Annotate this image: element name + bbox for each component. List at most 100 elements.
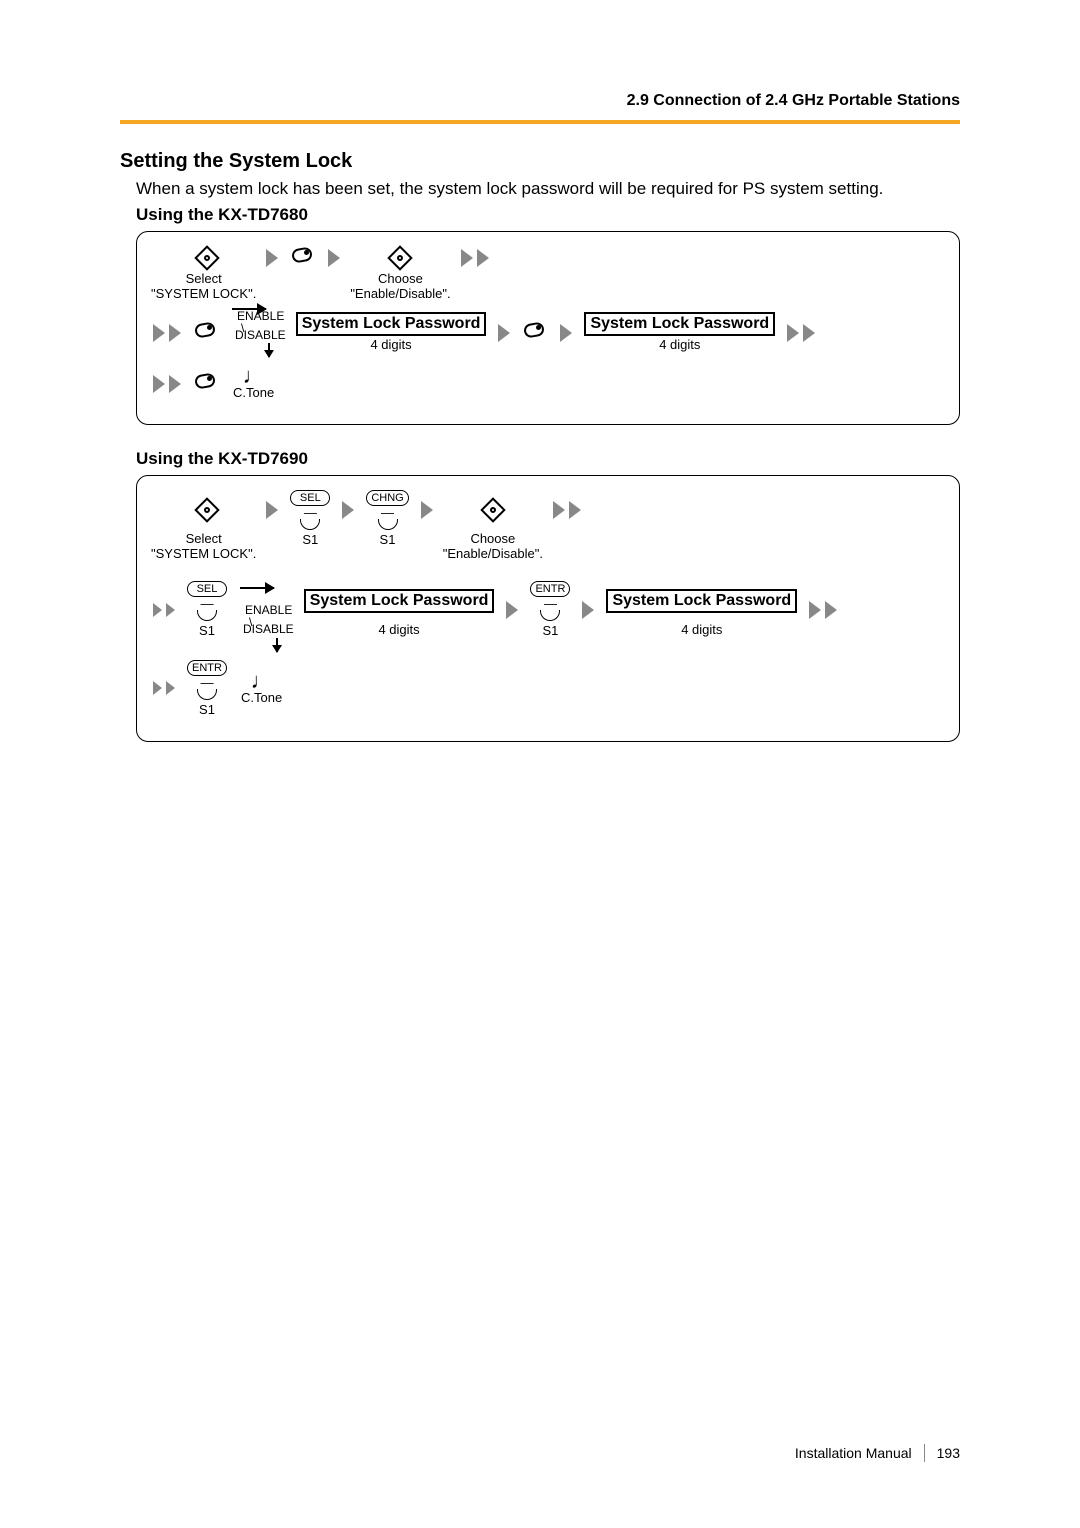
triangle-icon [825, 601, 837, 619]
page-header: 2.9 Connection of 2.4 GHz Portable Stati… [120, 92, 960, 124]
softkey-entr: ENTR — S1 [185, 660, 229, 717]
arrow-right-icon [240, 587, 274, 589]
caption-4digits: 4 digits [681, 623, 722, 638]
ctone-step: ♩ C.Tone [241, 672, 282, 705]
softkey-label: ENTR [187, 660, 227, 676]
triangle-icon [153, 681, 162, 695]
softkey-sel: SEL — S1 [185, 581, 229, 638]
password-box-step: System Lock Password 4 digits [294, 312, 489, 353]
triangle-icon [153, 603, 162, 617]
password-box: System Lock Password [606, 589, 797, 613]
triangle-icon [498, 324, 510, 342]
arrow-enable-disable: ENABLE \ DISABLE [237, 568, 294, 651]
password-box: System Lock Password [296, 312, 487, 336]
triangle-icon [166, 681, 175, 695]
caption-4digits: 4 digits [378, 623, 419, 638]
diagram-row: ENABLE \ DISABLE System Lock Password 4 … [151, 308, 945, 357]
password-box-step: System Lock Password 4 digits [302, 581, 497, 638]
softkey-label: CHNG [366, 490, 408, 506]
password-box-step: System Lock Password 4 digits [604, 581, 799, 638]
triangle-icon [169, 375, 181, 393]
caption-4digits: 4 digits [659, 338, 700, 353]
caption-enable-disable: "Enable/Disable". [350, 286, 450, 301]
triangle-icon [803, 324, 815, 342]
triangle-icon [266, 249, 278, 267]
button-icon [193, 322, 219, 344]
triangle-icon [582, 601, 594, 619]
softkey-body-icon [378, 519, 398, 530]
label-s1: S1 [199, 623, 215, 638]
joystick-icon [190, 498, 224, 522]
joystick-step: Select "SYSTEM LOCK". [151, 490, 256, 562]
triangle-icon [477, 249, 489, 267]
triangle-icon [809, 601, 821, 619]
ctone-step: ♩ C.Tone [233, 367, 274, 400]
caption-system-lock: "SYSTEM LOCK". [151, 286, 256, 301]
diagram-row: ♩ C.Tone [151, 367, 945, 400]
softkey-label: ENTR [530, 581, 570, 597]
subsection-title-7680: Using the KX-TD7680 [136, 205, 960, 225]
caption-choose: Choose [470, 531, 515, 546]
caption-choose: Choose [378, 271, 423, 286]
triangle-icon [169, 324, 181, 342]
caption-select: Select [186, 531, 222, 546]
triangle-icon [560, 324, 572, 342]
triangle-icon [166, 603, 175, 617]
page-footer: Installation Manual 193 [795, 1444, 960, 1462]
label-s1: S1 [380, 532, 396, 547]
password-box: System Lock Password [584, 312, 775, 336]
diagram-row: Select "SYSTEM LOCK". SEL — S1 [151, 490, 945, 562]
diagram-row: Select "SYSTEM LOCK". [151, 246, 945, 302]
triangle-icon [328, 249, 340, 267]
arrow-enable-disable: ENABLE \ DISABLE [229, 308, 286, 357]
triangle-icon [342, 501, 354, 519]
triangle-icon [787, 324, 799, 342]
diagram-row: ENTR — S1 ♩ C.Tone [151, 660, 945, 717]
password-box: System Lock Password [304, 589, 495, 613]
triangle-icon [153, 375, 165, 393]
caption-enable-disable: "Enable/Disable". [443, 546, 543, 561]
caption-4digits: 4 digits [370, 338, 411, 353]
joystick-step: Choose "Enable/Disable". [350, 246, 450, 302]
joystick-icon [383, 246, 417, 270]
content-area: Setting the System Lock When a system lo… [120, 150, 960, 766]
caption-select: Select [186, 271, 222, 286]
music-note-icon: ♩ [243, 367, 265, 385]
softkey-sel: SEL — S1 [288, 490, 332, 547]
softkey-body-icon [300, 519, 320, 530]
joystick-step: Select "SYSTEM LOCK". [151, 246, 256, 302]
arrow-down-icon [276, 638, 278, 652]
triangle-icon [506, 601, 518, 619]
label-ctone: C.Tone [233, 385, 274, 400]
label-ctone: C.Tone [241, 690, 282, 705]
button-icon [193, 373, 219, 395]
triangle-icon [569, 501, 581, 519]
joystick-step: Choose "Enable/Disable". [443, 490, 543, 562]
joystick-icon [190, 246, 224, 270]
footer-divider [924, 1444, 925, 1462]
arrow-down-icon [268, 343, 270, 357]
softkey-label: SEL [290, 490, 330, 506]
password-box-step: System Lock Password 4 digits [582, 312, 777, 353]
joystick-icon [476, 498, 510, 522]
section-title: Setting the System Lock [120, 150, 960, 173]
caption-system-lock: "SYSTEM LOCK". [151, 546, 256, 561]
button-icon [290, 247, 316, 269]
label-s1: S1 [199, 702, 215, 717]
footer-manual: Installation Manual [795, 1445, 912, 1461]
triangle-icon [266, 501, 278, 519]
music-note-icon: ♩ [251, 672, 273, 690]
triangle-icon [461, 249, 473, 267]
diagram-7680: Select "SYSTEM LOCK". [136, 231, 960, 425]
softkey-entr: ENTR — S1 [528, 581, 572, 638]
page: 2.9 Connection of 2.4 GHz Portable Stati… [0, 0, 1080, 1528]
softkey-chng: CHNG — S1 [364, 490, 410, 547]
diagram-7690: Select "SYSTEM LOCK". SEL — S1 [136, 475, 960, 741]
triangle-icon [421, 501, 433, 519]
label-s1: S1 [302, 532, 318, 547]
triangle-icon [553, 501, 565, 519]
diagram-row: SEL — S1 ENABLE \ DISABLE [151, 568, 945, 651]
softkey-body-icon [197, 689, 217, 700]
footer-page-number: 193 [937, 1445, 960, 1461]
label-s1: S1 [543, 623, 559, 638]
